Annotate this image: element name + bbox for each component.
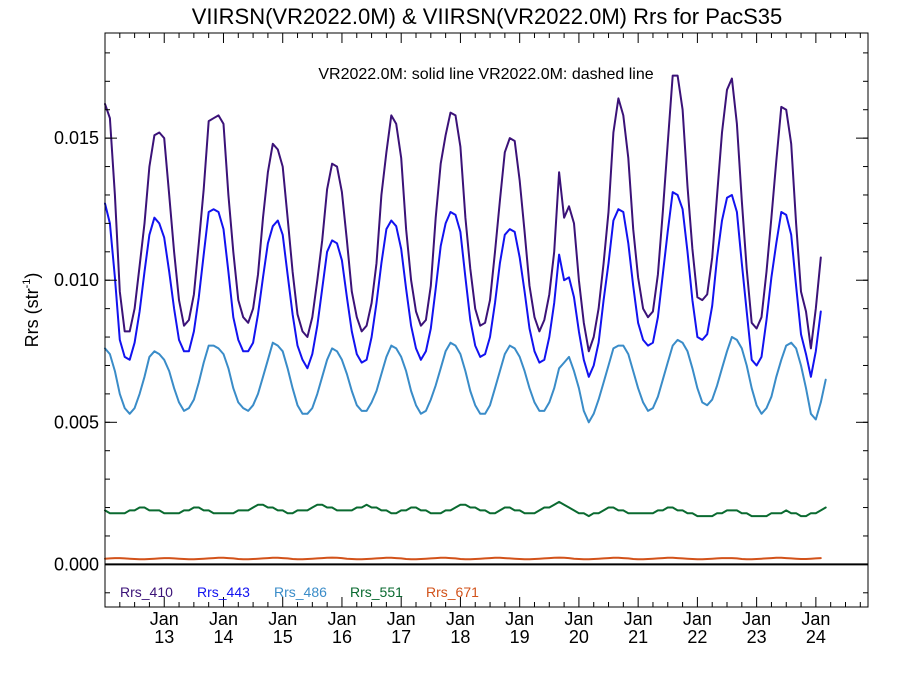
x-tick-label-month: Jan <box>505 609 534 629</box>
y-axis-label-superscript: -1 <box>21 279 33 289</box>
x-tick-label-year: 15 <box>273 627 293 647</box>
x-tick-label-month: Jan <box>742 609 771 629</box>
x-tick-label-year: 22 <box>687 627 707 647</box>
y-axis-label: Rrs (str-1) <box>21 273 42 348</box>
x-tick-label-year: 13 <box>154 627 174 647</box>
svg-text:Rrs (str-1): Rrs (str-1) <box>21 273 42 348</box>
legend-entry-rrs-410: Rrs_410 <box>120 584 173 600</box>
y-tick-label: 0.015 <box>54 128 99 148</box>
legend-entry-rrs-551: Rrs_551 <box>350 584 403 600</box>
legend: Rrs_410 Rrs_443 Rrs_486 Rrs_551 Rrs_671 <box>120 584 479 600</box>
x-tick-label-month: Jan <box>268 609 297 629</box>
x-tick-label-month: Jan <box>683 609 712 629</box>
x-tick-label-year: 16 <box>332 627 352 647</box>
x-tick-label-month: Jan <box>327 609 356 629</box>
x-tick-label-year: 19 <box>510 627 530 647</box>
x-tick-label-year: 24 <box>806 627 826 647</box>
x-tick-label-month: Jan <box>801 609 830 629</box>
x-tick-label-month: Jan <box>209 609 238 629</box>
legend-entry-rrs-671: Rrs_671 <box>426 584 479 600</box>
series-line-rrs-486 <box>104 336 827 424</box>
y-axis-label-end: ) <box>22 273 42 279</box>
plot-frame <box>104 32 869 608</box>
x-tick-label-month: Jan <box>564 609 593 629</box>
series-lines <box>104 74 827 561</box>
series-line-rrs-410 <box>104 74 822 353</box>
x-tick-label-year: 17 <box>391 627 411 647</box>
axes: 0.0000.0050.0100.015Jan13Jan14Jan15Jan16… <box>54 32 869 647</box>
series-line-rrs-551 <box>104 500 827 518</box>
x-tick-label-year: 23 <box>747 627 767 647</box>
x-tick-label-month: Jan <box>446 609 475 629</box>
y-axis-label-main: Rrs (str <box>22 288 42 347</box>
y-tick-label: 0.000 <box>54 554 99 574</box>
y-tick-label: 0.010 <box>54 270 99 290</box>
x-tick-label-year: 18 <box>450 627 470 647</box>
x-tick-label-month: Jan <box>150 609 179 629</box>
legend-entry-rrs-486: Rrs_486 <box>274 584 327 600</box>
series-line-rrs-671 <box>104 556 822 561</box>
y-tick-label: 0.005 <box>54 412 99 432</box>
x-tick-label-month: Jan <box>387 609 416 629</box>
line-style-annotation: VR2022.0M: solid line VR2022.0M: dashed … <box>318 66 653 83</box>
x-tick-label-year: 20 <box>569 627 589 647</box>
series-line-rrs-443 <box>104 191 822 378</box>
chart-title: VIIRSN(VR2022.0M) & VIIRSN(VR2022.0M) Rr… <box>192 4 783 29</box>
x-tick-label-year: 14 <box>213 627 233 647</box>
x-tick-label-year: 21 <box>628 627 648 647</box>
legend-entry-rrs-443: Rrs_443 <box>197 584 250 600</box>
x-tick-label-month: Jan <box>624 609 653 629</box>
